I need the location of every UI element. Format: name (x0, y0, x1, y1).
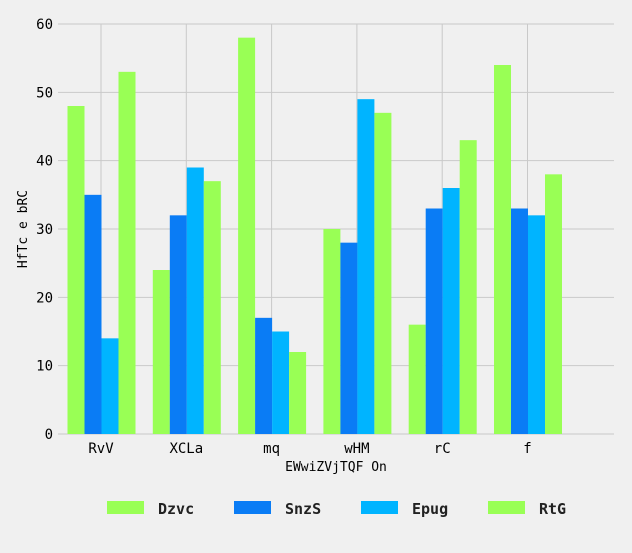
bar (459, 140, 477, 434)
legend-swatch (361, 501, 398, 514)
y-tick-label: 60 (36, 17, 53, 33)
x-tick-label: wHM (344, 441, 369, 457)
bar (289, 352, 307, 434)
x-axis-label: EWwiZVjTQF On (285, 460, 387, 475)
y-axis-label: HfTc e bRC (16, 190, 31, 268)
y-tick-label: 50 (36, 85, 53, 101)
x-tick-label: RvV (88, 441, 114, 457)
x-tick-label: mq (263, 441, 280, 457)
bar (84, 194, 102, 434)
legend-swatch (107, 501, 144, 514)
bar (374, 112, 392, 434)
bars (67, 37, 562, 435)
y-tick-label: 0 (45, 427, 53, 443)
legend-label: SnzS (285, 500, 321, 518)
bar (340, 242, 358, 434)
legend-label: Epug (412, 500, 448, 518)
bar (511, 208, 528, 434)
bar (494, 65, 511, 434)
bar (323, 229, 341, 434)
x-tick-labels: RvV XCLa mq wHM rC f (88, 441, 531, 457)
x-tick-label: XCLa (169, 441, 203, 457)
y-tick-labels: 0 10 20 30 40 50 60 (36, 17, 53, 443)
y-tick-label: 40 (36, 154, 53, 170)
legend-label: Dzvc (158, 500, 194, 518)
bar (545, 174, 562, 435)
bar (442, 188, 460, 434)
bar (67, 106, 85, 434)
bar (152, 270, 170, 434)
bar (118, 71, 136, 434)
bar (169, 215, 187, 434)
legend-label: RtG (539, 500, 566, 518)
y-tick-label: 20 (36, 290, 53, 306)
legend-swatch (234, 501, 271, 514)
x-tick-label: f (523, 441, 531, 457)
y-tick-label: 10 (36, 359, 53, 375)
bar (272, 331, 290, 434)
bar (186, 167, 204, 434)
bar (101, 338, 119, 434)
bar (528, 215, 545, 434)
bar (408, 324, 426, 434)
bar (357, 99, 375, 435)
bar (255, 317, 273, 434)
bar (425, 208, 443, 434)
x-tick-label: rC (434, 441, 451, 457)
bar (203, 181, 221, 434)
y-tick-label: 30 (36, 222, 53, 238)
legend-swatch (488, 501, 525, 514)
bar (238, 37, 256, 435)
legend: Dzvc SnzS Epug RtG (107, 500, 566, 518)
